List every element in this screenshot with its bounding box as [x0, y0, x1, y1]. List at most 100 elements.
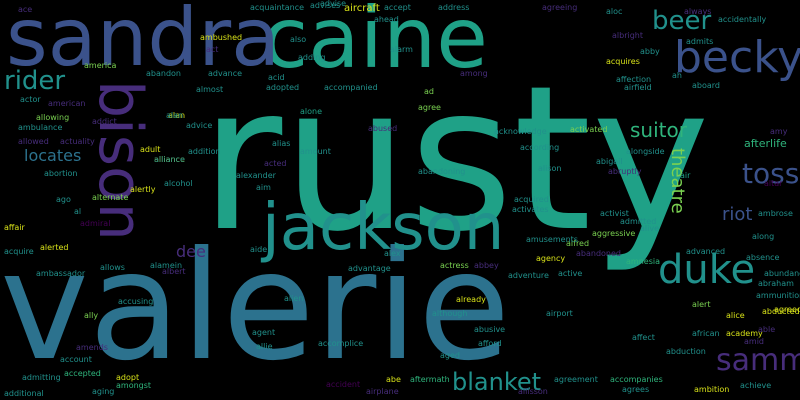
cloud-word: acknowledge	[494, 127, 547, 136]
cloud-word: actress	[440, 261, 469, 270]
cloud-word: abused	[368, 124, 398, 133]
cloud-word: activated	[570, 125, 608, 134]
cloud-word: abigail	[596, 157, 623, 166]
cloud-word: caine	[262, 0, 488, 87]
cloud-word: activates	[512, 205, 549, 214]
cloud-word: ambushed	[200, 33, 243, 42]
cloud-word: amusements	[526, 235, 578, 244]
cloud-word: alex	[384, 249, 401, 258]
cloud-word: accidentally	[718, 15, 767, 24]
cloud-word: advice	[186, 121, 213, 130]
cloud-word: airport	[546, 309, 573, 318]
cloud-word: aggressive	[592, 229, 636, 238]
cloud-word: abe	[386, 375, 401, 384]
cloud-word: agree	[418, 103, 441, 112]
cloud-word: agreeing	[542, 3, 578, 12]
cloud-word: allows	[100, 263, 125, 272]
cloud-word: acted	[264, 159, 287, 168]
cloud-word: beer	[652, 6, 712, 36]
cloud-word: alive	[640, 224, 660, 233]
cloud-word: abbey	[474, 261, 499, 270]
cloud-word: aircraft	[344, 3, 380, 14]
cloud-word: along	[752, 232, 775, 241]
cloud-word: alfred	[566, 239, 590, 248]
cloud-word: alcohol	[164, 179, 193, 188]
cloud-word: academy	[726, 329, 763, 338]
cloud-word: advance	[208, 69, 243, 78]
cloud-word: affair	[4, 223, 25, 232]
cloud-word: amount	[300, 147, 331, 156]
cloud-word: theatre	[667, 148, 688, 214]
cloud-word: admitting	[22, 373, 61, 382]
cloud-word: locates	[24, 146, 82, 165]
cloud-word: acquired	[514, 195, 549, 204]
cloud-word: agency	[536, 254, 566, 263]
cloud-word: al	[74, 207, 82, 216]
cloud-word: alone	[300, 107, 323, 116]
cloud-word: amends	[76, 343, 108, 352]
cloud-word: adventure	[508, 271, 549, 280]
cloud-word: ace	[18, 5, 33, 14]
cloud-word: abortion	[44, 169, 78, 178]
cloud-word: allisson	[518, 387, 548, 396]
cloud-word: according	[520, 143, 560, 152]
cloud-word: albert	[162, 267, 186, 276]
cloud-word: amid	[744, 337, 764, 346]
cloud-word: account	[60, 355, 92, 364]
cloud-word: ah	[672, 71, 682, 80]
cloud-word: advises	[310, 1, 341, 10]
cloud-word: alien	[284, 294, 304, 303]
cloud-word: valerie	[0, 220, 511, 394]
cloud-word: african	[692, 329, 720, 338]
cloud-word: american	[48, 99, 86, 108]
cloud-word: admits	[686, 37, 714, 46]
cloud-word: alliance	[154, 155, 185, 164]
cloud-word: advantage	[348, 264, 391, 273]
cloud-word: alertly	[130, 185, 156, 194]
cloud-word: allie	[256, 342, 273, 351]
cloud-word: addict	[92, 117, 117, 126]
cloud-word: alamein	[150, 261, 183, 270]
cloud-word: allowed	[18, 137, 49, 146]
cloud-word: jackson	[262, 191, 505, 265]
cloud-word: albright	[612, 31, 643, 40]
cloud-word: aboard	[692, 81, 721, 90]
cloud-word: aloc	[606, 7, 623, 16]
cloud-word: always	[684, 7, 712, 16]
cloud-word: actor	[20, 95, 41, 104]
cloud-word: duke	[658, 247, 756, 293]
cloud-word: absence	[746, 253, 780, 262]
cloud-word: ambulance	[18, 123, 63, 132]
cloud-word: sammy	[716, 343, 800, 378]
cloud-word: alongside	[626, 147, 665, 156]
cloud-word: admiral	[80, 219, 111, 228]
cloud-word: amongst	[116, 381, 152, 390]
cloud-word: abduction	[666, 347, 706, 356]
cloud-word: becky	[674, 32, 800, 83]
cloud-word: airplane	[366, 387, 399, 396]
cloud-word: adopt	[116, 373, 140, 382]
cloud-word: alias	[272, 139, 291, 148]
cloud-word: toss	[742, 157, 800, 190]
cloud-word: sandra	[6, 0, 281, 84]
cloud-word: aging	[92, 387, 115, 396]
cloud-word: agreement	[554, 375, 598, 384]
cloud-word: amnesia	[626, 257, 660, 266]
cloud-word: already	[456, 295, 486, 304]
cloud-word: blanket	[452, 368, 542, 396]
cloud-word: acquire	[4, 247, 34, 256]
cloud-word: ambition	[694, 385, 730, 394]
cloud-word: allowing	[36, 113, 70, 122]
cloud-word: ad	[424, 87, 434, 96]
cloud-word: addition	[188, 147, 221, 156]
cloud-word: aide	[250, 245, 268, 254]
cloud-word: abruptly	[608, 167, 642, 176]
cloud-word: ahead	[374, 15, 399, 24]
cloud-word: accusing	[118, 297, 154, 306]
cloud-word: ally	[84, 311, 99, 320]
cloud-word: acquaintance	[250, 3, 305, 12]
cloud-word: alan	[168, 111, 186, 120]
cloud-word: adopted	[266, 83, 300, 92]
cloud-word: air	[680, 171, 691, 180]
